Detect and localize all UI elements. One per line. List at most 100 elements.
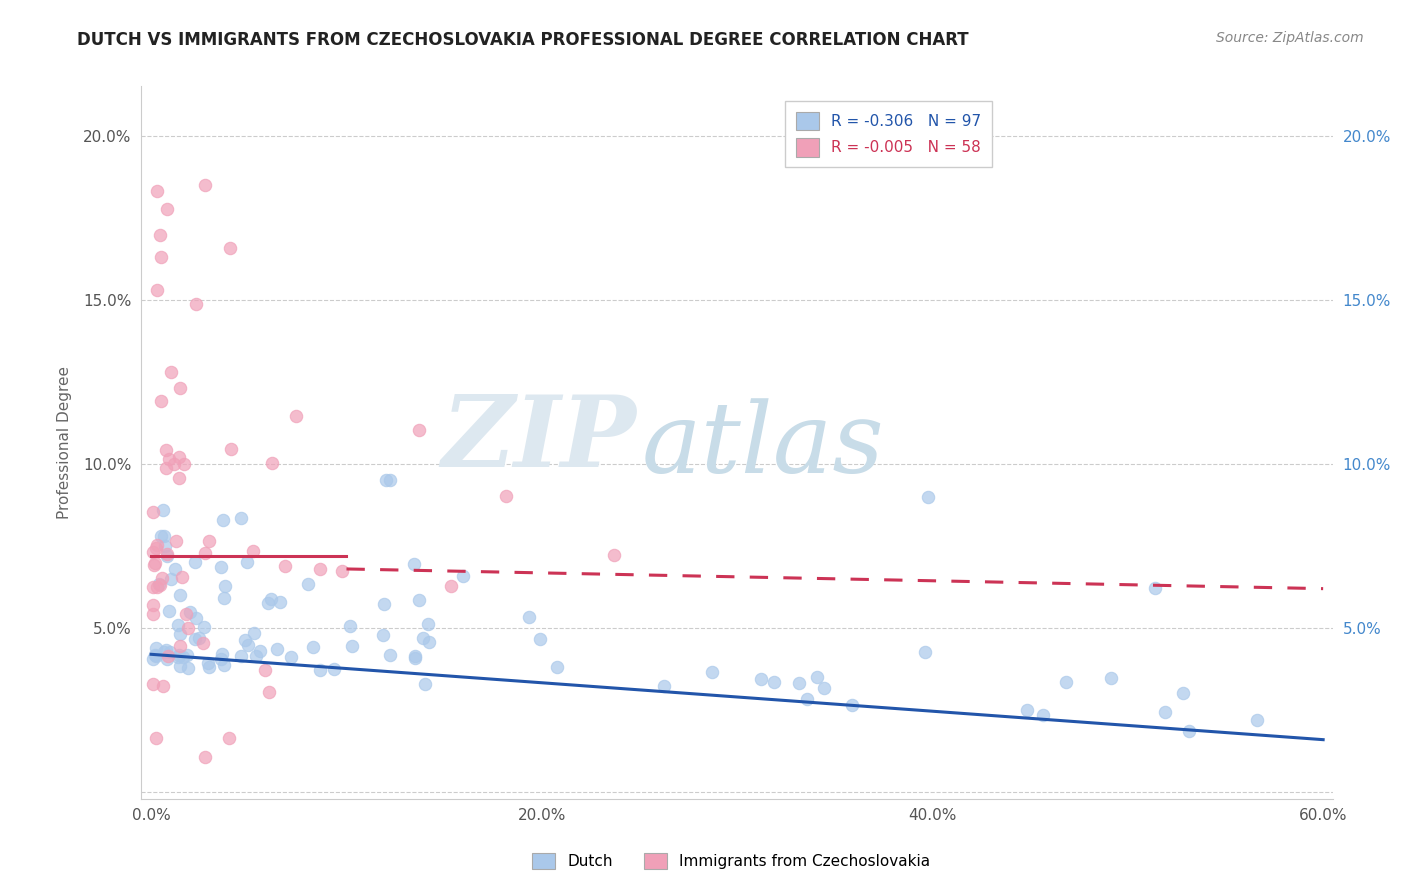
Point bbox=[184, 555, 207, 569]
Point bbox=[173, 457, 195, 471]
Point bbox=[184, 296, 207, 310]
Point bbox=[166, 533, 188, 548]
Point bbox=[1099, 672, 1122, 686]
Point bbox=[148, 576, 170, 591]
Point bbox=[146, 185, 169, 199]
Point bbox=[179, 605, 201, 619]
Point bbox=[198, 660, 221, 674]
Point bbox=[156, 547, 179, 561]
Point bbox=[340, 639, 363, 653]
Point bbox=[212, 657, 235, 672]
Point bbox=[152, 502, 174, 516]
Point bbox=[603, 548, 626, 562]
Point bbox=[145, 731, 167, 746]
Point bbox=[159, 645, 181, 659]
Point bbox=[146, 581, 169, 595]
Point bbox=[373, 597, 395, 611]
Point bbox=[142, 505, 165, 519]
Point bbox=[145, 649, 167, 664]
Point bbox=[156, 652, 179, 666]
Point bbox=[142, 558, 165, 572]
Point bbox=[249, 644, 271, 658]
Point bbox=[404, 651, 426, 665]
Point bbox=[157, 604, 180, 618]
Y-axis label: Professional Degree: Professional Degree bbox=[58, 366, 72, 519]
Point bbox=[149, 529, 172, 543]
Point bbox=[408, 593, 430, 607]
Point bbox=[219, 442, 242, 456]
Point bbox=[142, 545, 165, 559]
Point bbox=[749, 672, 772, 686]
Point bbox=[257, 685, 280, 699]
Point bbox=[155, 643, 177, 657]
Point bbox=[269, 595, 291, 609]
Point bbox=[796, 692, 818, 706]
Point bbox=[167, 471, 190, 485]
Point bbox=[332, 565, 354, 579]
Point bbox=[1178, 723, 1201, 738]
Point bbox=[172, 650, 194, 665]
Point bbox=[155, 460, 177, 475]
Point bbox=[149, 578, 172, 592]
Point bbox=[495, 489, 517, 503]
Point bbox=[146, 283, 169, 297]
Point bbox=[529, 632, 551, 646]
Point bbox=[145, 541, 167, 556]
Point bbox=[233, 632, 256, 647]
Point bbox=[297, 577, 319, 591]
Point bbox=[159, 572, 181, 586]
Point bbox=[243, 626, 266, 640]
Point bbox=[169, 627, 191, 641]
Point bbox=[412, 631, 434, 645]
Point bbox=[1171, 686, 1194, 700]
Point bbox=[231, 649, 253, 664]
Point bbox=[914, 644, 936, 658]
Point bbox=[404, 557, 426, 571]
Point bbox=[546, 660, 568, 674]
Point bbox=[194, 545, 217, 559]
Point bbox=[163, 562, 186, 576]
Point bbox=[167, 650, 190, 665]
Point bbox=[169, 639, 191, 653]
Point bbox=[245, 649, 267, 664]
Point bbox=[142, 607, 165, 622]
Point bbox=[260, 591, 283, 606]
Point bbox=[194, 750, 217, 764]
Point bbox=[309, 562, 332, 576]
Point bbox=[236, 638, 259, 652]
Text: Source: ZipAtlas.com: Source: ZipAtlas.com bbox=[1216, 31, 1364, 45]
Point bbox=[150, 571, 173, 585]
Point bbox=[257, 596, 280, 610]
Point bbox=[813, 681, 835, 695]
Point bbox=[380, 473, 402, 487]
Point bbox=[236, 555, 259, 569]
Point bbox=[408, 424, 430, 438]
Point bbox=[194, 178, 217, 192]
Point bbox=[152, 679, 174, 693]
Point bbox=[169, 588, 191, 602]
Point bbox=[155, 442, 177, 457]
Point bbox=[242, 544, 264, 558]
Point bbox=[187, 632, 209, 646]
Point bbox=[177, 661, 200, 675]
Point bbox=[700, 665, 723, 680]
Point bbox=[209, 652, 232, 666]
Point bbox=[163, 457, 186, 471]
Point bbox=[198, 534, 221, 549]
Point bbox=[517, 609, 540, 624]
Point bbox=[219, 241, 242, 255]
Point bbox=[209, 560, 232, 574]
Point bbox=[218, 731, 240, 746]
Point bbox=[1032, 708, 1054, 723]
Point bbox=[339, 619, 361, 633]
Point bbox=[375, 473, 398, 487]
Point bbox=[212, 513, 235, 527]
Point bbox=[153, 645, 176, 659]
Point bbox=[142, 652, 165, 666]
Legend: R = -0.306   N = 97, R = -0.005   N = 58: R = -0.306 N = 97, R = -0.005 N = 58 bbox=[785, 101, 991, 168]
Point bbox=[323, 662, 346, 676]
Point bbox=[156, 202, 179, 216]
Point bbox=[266, 641, 288, 656]
Point bbox=[197, 656, 219, 670]
Point bbox=[787, 675, 810, 690]
